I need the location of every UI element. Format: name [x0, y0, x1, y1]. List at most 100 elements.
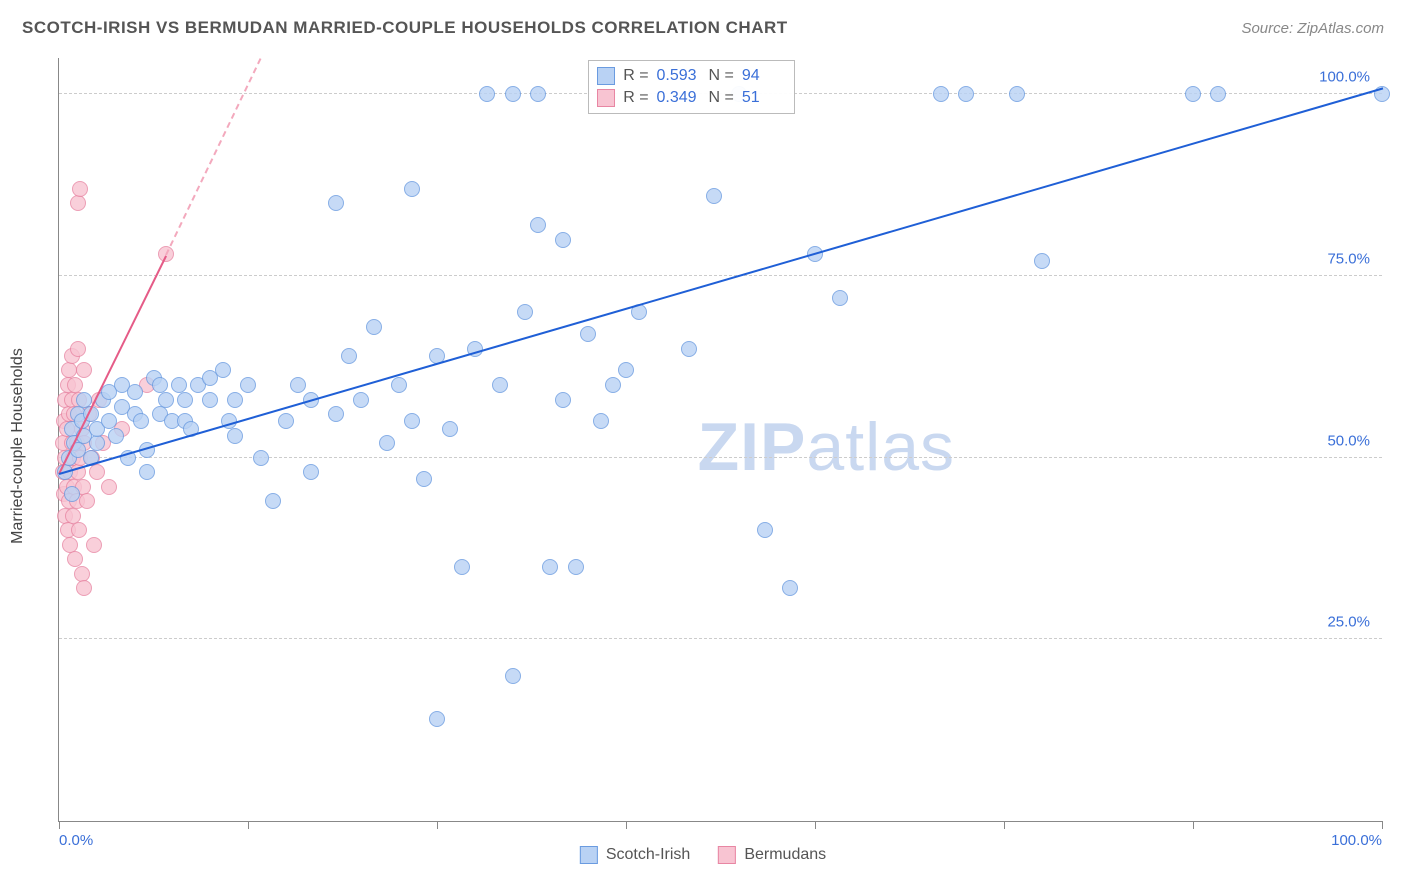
data-point	[442, 421, 458, 437]
data-point	[706, 188, 722, 204]
data-point	[530, 217, 546, 233]
data-point	[328, 195, 344, 211]
gridline	[59, 275, 1382, 276]
data-point	[555, 232, 571, 248]
data-point	[71, 522, 87, 538]
data-point	[240, 377, 256, 393]
data-point	[1210, 86, 1226, 102]
stats-n-value: 94	[742, 67, 786, 85]
data-point	[933, 86, 949, 102]
watermark-atlas: atlas	[806, 409, 955, 485]
data-point	[593, 413, 609, 429]
x-tick-label: 0.0%	[59, 832, 93, 849]
y-axis-label: Married-couple Households	[9, 348, 27, 544]
data-point	[568, 559, 584, 575]
data-point	[253, 450, 269, 466]
data-point	[454, 559, 470, 575]
data-point	[76, 580, 92, 596]
data-point	[479, 86, 495, 102]
data-point	[416, 471, 432, 487]
data-point	[1009, 86, 1025, 102]
x-tick	[437, 821, 438, 829]
data-point	[404, 181, 420, 197]
data-point	[391, 377, 407, 393]
legend-label: Bermudans	[744, 846, 826, 864]
data-point	[86, 537, 102, 553]
data-point	[958, 86, 974, 102]
stats-n-label: N =	[709, 89, 734, 107]
data-point	[79, 493, 95, 509]
data-point	[72, 181, 88, 197]
data-point	[158, 392, 174, 408]
stats-r-value: 0.593	[657, 67, 701, 85]
x-tick	[1382, 821, 1383, 829]
data-point	[782, 580, 798, 596]
data-point	[379, 435, 395, 451]
y-tick-label: 25.0%	[1327, 614, 1370, 631]
data-point	[108, 428, 124, 444]
data-point	[404, 413, 420, 429]
title-bar: SCOTCH-IRISH VS BERMUDAN MARRIED-COUPLE …	[22, 18, 1384, 38]
data-point	[76, 362, 92, 378]
data-point	[757, 522, 773, 538]
stats-r-value: 0.349	[657, 89, 701, 107]
watermark-zip: ZIP	[698, 409, 807, 485]
data-point	[605, 377, 621, 393]
trendline-extrapolated	[165, 59, 261, 256]
source-label: Source: ZipAtlas.com	[1241, 20, 1384, 37]
data-point	[74, 566, 90, 582]
legend-item: Scotch-Irish	[580, 846, 690, 864]
data-point	[542, 559, 558, 575]
legend-label: Scotch-Irish	[606, 846, 690, 864]
data-point	[517, 304, 533, 320]
watermark: ZIPatlas	[698, 408, 955, 486]
x-tick-label: 100.0%	[1331, 832, 1382, 849]
stats-n-label: N =	[709, 67, 734, 85]
data-point	[681, 341, 697, 357]
data-point	[265, 493, 281, 509]
data-point	[215, 362, 231, 378]
data-point	[227, 428, 243, 444]
data-point	[133, 413, 149, 429]
legend-swatch	[597, 67, 615, 85]
bottom-legend: Scotch-Irish Bermudans	[580, 846, 826, 864]
data-point	[429, 711, 445, 727]
stats-r-label: R =	[623, 67, 648, 85]
data-point	[202, 392, 218, 408]
y-tick-label: 100.0%	[1319, 69, 1370, 86]
legend-swatch	[580, 846, 598, 864]
x-tick	[1004, 821, 1005, 829]
data-point	[505, 86, 521, 102]
stats-r-label: R =	[623, 89, 648, 107]
data-point	[580, 326, 596, 342]
chart-title: SCOTCH-IRISH VS BERMUDAN MARRIED-COUPLE …	[22, 18, 788, 38]
data-point	[70, 195, 86, 211]
stats-row: R = 0.349 N = 51	[597, 87, 786, 109]
data-point	[70, 341, 86, 357]
data-point	[530, 86, 546, 102]
data-point	[366, 319, 382, 335]
stats-n-value: 51	[742, 89, 786, 107]
data-point	[127, 384, 143, 400]
data-point	[227, 392, 243, 408]
data-point	[67, 377, 83, 393]
data-point	[303, 464, 319, 480]
data-point	[290, 377, 306, 393]
y-tick-label: 75.0%	[1327, 251, 1370, 268]
data-point	[1034, 253, 1050, 269]
stats-box: R = 0.593 N = 94 R = 0.349 N = 51	[588, 60, 795, 114]
data-point	[832, 290, 848, 306]
data-point	[139, 464, 155, 480]
data-point	[101, 479, 117, 495]
legend-swatch	[718, 846, 736, 864]
x-tick	[1193, 821, 1194, 829]
data-point	[328, 406, 344, 422]
data-point	[555, 392, 571, 408]
legend-swatch	[597, 89, 615, 107]
data-point	[64, 486, 80, 502]
trendline	[59, 87, 1384, 475]
plot-area: ZIPatlas 25.0%50.0%75.0%100.0%0.0%100.0%…	[58, 58, 1382, 822]
data-point	[278, 413, 294, 429]
data-point	[177, 392, 193, 408]
gridline	[59, 638, 1382, 639]
